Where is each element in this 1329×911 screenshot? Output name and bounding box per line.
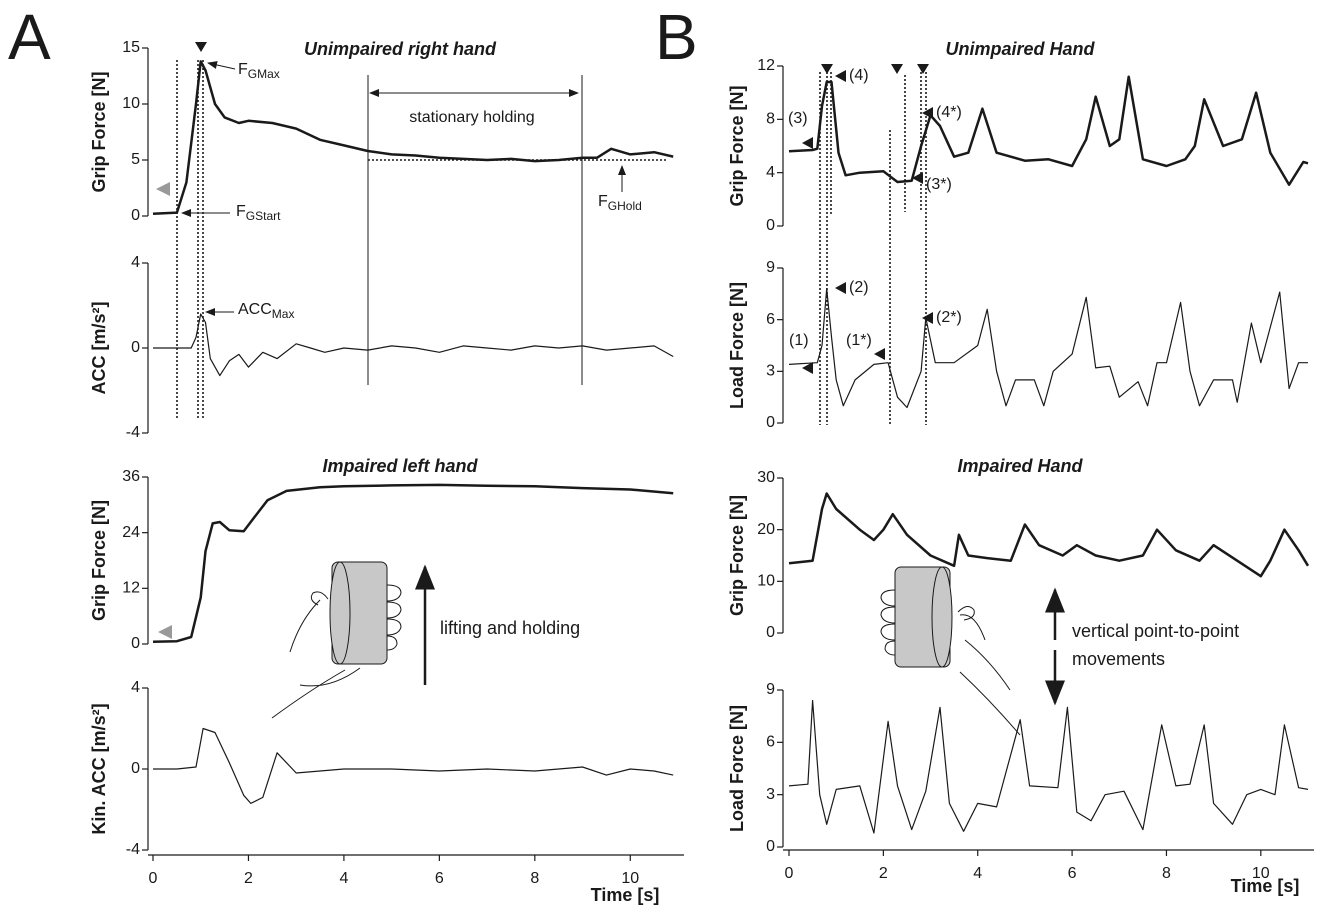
annotation: vertical point-to-point movements: [1072, 621, 1239, 669]
x-tick-label: 10: [621, 870, 639, 887]
annotation: (2): [849, 279, 869, 296]
x-tick-label: 4: [973, 865, 982, 882]
y-tick-label: 4: [131, 679, 140, 696]
y-axis-label: Load Force [N]: [727, 705, 747, 832]
annotation: ACCMax: [238, 301, 294, 321]
annotation-line: vertical point-to-point: [1072, 621, 1239, 641]
data-line: [788, 288, 1308, 409]
x-tick-label: 0: [785, 865, 794, 882]
annotation: FGStart: [236, 203, 281, 223]
y-axis-label: Grip Force [N]: [727, 495, 747, 616]
annotation-text: ACC: [238, 301, 272, 318]
y-tick-label: 5: [131, 151, 140, 168]
y-tick-label: -4: [126, 841, 140, 858]
x-tick-label: 2: [879, 865, 888, 882]
y-tick-label: 30: [757, 469, 775, 486]
y-tick-label: 36: [122, 468, 140, 485]
x-tick-label: 8: [1162, 865, 1171, 882]
y-tick-label: 0: [131, 207, 140, 224]
y-axis-label: ACC [m/s²]: [89, 302, 109, 395]
y-tick-label: 0: [766, 414, 775, 431]
y-axis-label: Grip Force [N]: [89, 71, 109, 192]
y-tick-label: 0: [766, 217, 775, 234]
x-axis-label: Time [s]: [1231, 876, 1300, 896]
x-tick-label: 0: [149, 870, 158, 887]
y-tick-label: 12: [757, 57, 775, 74]
x-tick-label: 8: [530, 870, 539, 887]
y-tick-label: 6: [766, 311, 775, 328]
x-tick-label: 6: [435, 870, 444, 887]
y-tick-label: 6: [766, 734, 775, 751]
annotation-subscript: GMax: [248, 67, 280, 81]
annotation: stationary holding: [409, 109, 534, 126]
annotation: (1): [789, 332, 809, 349]
y-tick-label: 10: [757, 573, 775, 590]
markers: [156, 42, 668, 719]
annotation: (4*): [936, 104, 962, 121]
panel-label: B: [655, 1, 698, 73]
annotation: (3): [788, 110, 808, 127]
y-tick-label: 0: [131, 635, 140, 652]
annotation: lifting and holding: [440, 618, 580, 638]
data-line: [788, 492, 1310, 578]
y-tick-label: 20: [757, 521, 775, 538]
panel-label: A: [8, 1, 51, 73]
y-tick-label: 24: [122, 524, 140, 541]
annotation-subscript: GHold: [608, 199, 642, 213]
chart-title: Unimpaired right hand: [304, 39, 497, 59]
y-tick-label: 8: [766, 111, 775, 128]
markers: [802, 64, 1065, 736]
data-line: [152, 60, 674, 216]
y-axis-label: Grip Force [N]: [727, 85, 747, 206]
annotation: (1*): [846, 332, 872, 349]
annotation-text: F: [598, 193, 608, 210]
annotation: FGMax: [238, 61, 280, 81]
chart-title: Impaired left hand: [322, 456, 478, 476]
y-tick-label: 0: [766, 838, 775, 855]
x-tick-label: 4: [339, 870, 348, 887]
annotation: (3*): [926, 176, 952, 193]
x-tick-label: 6: [1068, 865, 1077, 882]
x-tick-label: 2: [244, 870, 253, 887]
y-axis-label: Kin. ACC [m/s²]: [89, 703, 109, 834]
annotation-text: F: [236, 203, 246, 220]
y-tick-label: 9: [766, 681, 775, 698]
y-tick-label: 15: [122, 39, 140, 56]
annotation: FGHold: [598, 193, 642, 213]
y-tick-label: 4: [131, 254, 140, 271]
x-tick-label: 10: [1252, 865, 1270, 882]
y-tick-label: 0: [131, 760, 140, 777]
y-tick-label: 3: [766, 363, 775, 380]
data-line: [153, 313, 674, 377]
data-line: [152, 483, 674, 643]
chart-title: Impaired Hand: [957, 456, 1083, 476]
annotation: (2*): [936, 309, 962, 326]
y-tick-label: 3: [766, 786, 775, 803]
annotation-text: F: [238, 61, 248, 78]
y-tick-label: 12: [122, 580, 140, 597]
y-axis-label: Load Force [N]: [727, 282, 747, 409]
y-axis-label: Grip Force [N]: [89, 500, 109, 621]
annotation-subscript: GStart: [246, 209, 281, 223]
data-line: [788, 75, 1309, 186]
data-line: [788, 699, 1309, 834]
annotation: (4): [849, 67, 869, 84]
data-line: [153, 727, 674, 804]
annotation-line: movements: [1072, 649, 1165, 669]
annotation-subscript: Max: [272, 307, 295, 321]
y-tick-label: 9: [766, 259, 775, 276]
chart-title: Unimpaired Hand: [945, 39, 1095, 59]
y-tick-label: 0: [766, 624, 775, 641]
x-axis-label: Time [s]: [591, 885, 660, 905]
y-tick-label: 0: [131, 339, 140, 356]
y-tick-label: 4: [766, 164, 775, 181]
y-tick-label: -4: [126, 424, 140, 441]
y-tick-label: 10: [122, 95, 140, 112]
